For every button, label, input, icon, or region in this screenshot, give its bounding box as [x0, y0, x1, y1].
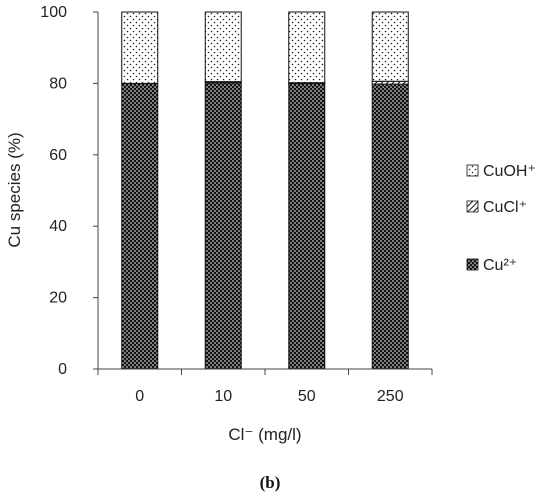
figure-caption: (b) [260, 473, 281, 492]
x-tick-label: 10 [214, 388, 232, 405]
y-tick-label: 0 [58, 361, 67, 378]
legend-label: Cu²⁺ [483, 257, 517, 274]
y-tick-label: 100 [40, 4, 67, 21]
bar-segment [121, 82, 159, 370]
legend-label: CuCl⁺ [483, 199, 527, 216]
x-tick-label: 0 [135, 388, 144, 405]
legend-swatch [466, 164, 479, 177]
bar-segment [371, 11, 409, 82]
y-axis-ticks: 0 20 40 60 80 100 [40, 4, 98, 378]
y-tick-label: 80 [49, 75, 67, 92]
y-tick-label: 20 [49, 290, 67, 307]
y-tick-label: 40 [49, 218, 67, 235]
legend-label: CuOH⁺ [483, 163, 536, 180]
x-axis-title: Cl⁻ (mg/l) [228, 425, 301, 444]
y-tick-label: 60 [49, 147, 67, 164]
y-axis-title: Cu species (%) [5, 132, 24, 247]
bar-segment [204, 11, 242, 83]
legend-swatch [466, 200, 479, 213]
bars-group [121, 11, 409, 370]
bar-segment [288, 11, 326, 84]
bar-segment [121, 11, 159, 84]
x-tick-label: 250 [377, 388, 404, 405]
x-tick-label: 50 [298, 388, 316, 405]
legend: CuOH⁺ CuCl⁺ Cu²⁺ [466, 163, 536, 274]
bar-segment [288, 82, 326, 370]
bar-segment [204, 82, 242, 370]
x-axis-ticks: 0 10 50 250 [97, 369, 433, 405]
bar-segment [371, 83, 409, 370]
legend-swatch [466, 258, 479, 271]
